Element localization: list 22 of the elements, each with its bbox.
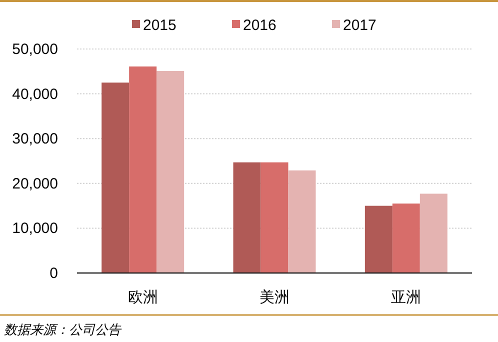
bar: [129, 66, 157, 273]
y-tick-label: 30,000: [12, 130, 58, 148]
x-tick-label: 欧洲: [128, 289, 158, 306]
bar: [392, 204, 420, 273]
y-tick-label: 40,000: [12, 86, 58, 103]
legend-label: 2017: [343, 17, 376, 34]
y-tick-label: 50,000: [12, 41, 58, 58]
source-note: 数据来源：公司公告: [4, 322, 122, 337]
x-tick-label: 亚洲: [391, 289, 422, 306]
bar: [260, 162, 288, 273]
legend-label: 2016: [243, 17, 276, 34]
y-tick-label: 0: [50, 265, 58, 282]
legend-label: 2015: [143, 17, 176, 34]
y-tick-label: 20,000: [12, 175, 58, 192]
bar: [233, 162, 261, 273]
y-tick-label: 10,000: [12, 220, 58, 238]
bar: [102, 82, 130, 273]
bar: [364, 206, 392, 273]
bar: [288, 170, 316, 273]
bar: [156, 70, 184, 273]
bar: [420, 194, 448, 273]
x-tick-label: 美洲: [260, 289, 290, 306]
